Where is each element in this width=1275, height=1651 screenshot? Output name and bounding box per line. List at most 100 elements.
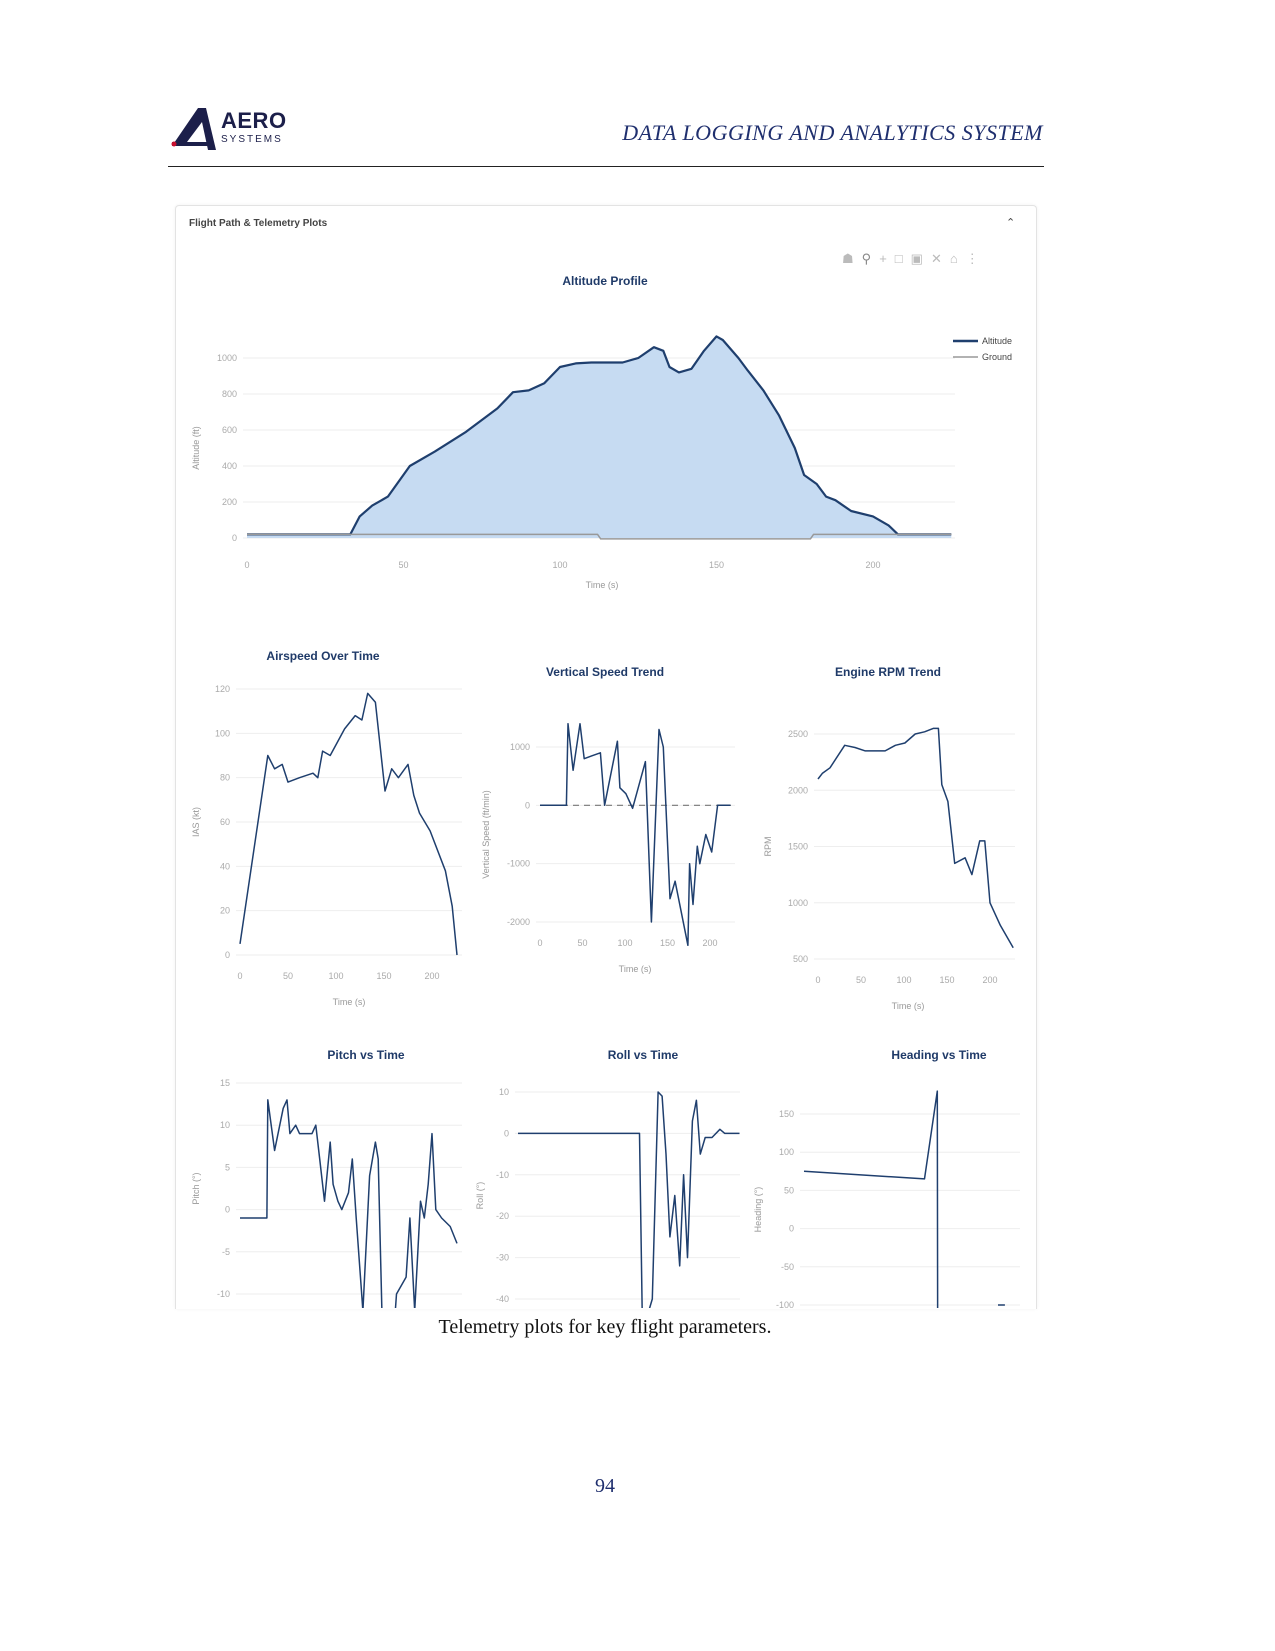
x-axis-label: Time (s) [586, 580, 619, 590]
x-tick-label: 50 [577, 938, 587, 948]
y-tick-label: -10 [217, 1289, 230, 1299]
zoom-in-icon[interactable]: □ [894, 251, 903, 266]
chart-0: Altitude Profile 0 200 400 600 800 1000 0 50 100 1… [191, 274, 1012, 590]
y-tick-label: -50 [781, 1262, 794, 1272]
x-tick-label: 0 [537, 938, 542, 948]
x-tick-label: 50 [398, 560, 408, 570]
y-tick-label: 5 [225, 1162, 230, 1172]
chart-title: Engine RPM Trend [835, 665, 941, 679]
y-tick-label: -5 [222, 1247, 230, 1257]
y-tick-label: -1000 [507, 859, 530, 869]
camera-icon[interactable]: ☗ [842, 251, 854, 266]
legend-label: Ground [982, 352, 1012, 362]
y-tick-label: 40 [220, 861, 230, 871]
legend-label: Altitude [982, 336, 1012, 346]
x-tick-label: 200 [424, 971, 439, 981]
x-axis-label: Time (s) [892, 1001, 925, 1011]
chart-6: Heading vs Time -100 -50 0 50 100 150 Heading (… [753, 1048, 1020, 1308]
y-tick-label: 200 [222, 497, 237, 507]
fullscreen-icon[interactable]: ⋮ [965, 251, 979, 266]
x-tick-label: 200 [982, 975, 997, 985]
x-tick-label: 150 [939, 975, 954, 985]
figure-caption: Telemetry plots for key flight parameter… [438, 1316, 772, 1338]
aero-systems-logo [171, 108, 216, 150]
x-tick-label: 100 [617, 938, 632, 948]
y-tick-label: 50 [784, 1185, 794, 1195]
y-tick-label: 120 [215, 684, 230, 694]
zoom-out-icon[interactable]: ▣ [910, 251, 923, 266]
y-axis-label: RPM [763, 837, 773, 857]
series-line [817, 727, 1014, 949]
y-tick-label: 500 [793, 954, 808, 964]
y-axis-label: Roll (°) [475, 1182, 485, 1210]
telemetry-panel [175, 205, 1037, 1309]
y-tick-label: 1000 [510, 742, 530, 752]
y-tick-label: 100 [215, 728, 230, 738]
x-tick-label: 150 [660, 938, 675, 948]
y-tick-label: 800 [222, 389, 237, 399]
home-icon[interactable]: ⌂ [949, 251, 958, 266]
chart-title: Vertical Speed Trend [546, 665, 664, 679]
page-number: 94 [595, 1475, 615, 1497]
y-tick-label: 10 [499, 1087, 509, 1097]
chart-1: Airspeed Over Time 0 20 40 60 80 100 120 0 50 100 1… [191, 649, 462, 1007]
y-tick-label: 0 [232, 533, 237, 543]
header-rule [168, 166, 1044, 167]
y-tick-label: 600 [222, 425, 237, 435]
x-tick-label: 0 [244, 560, 249, 570]
chart-title: Heading vs Time [891, 1048, 986, 1062]
y-tick-label: 0 [789, 1224, 794, 1234]
pan-icon[interactable]: + [879, 251, 887, 266]
x-tick-label: 150 [376, 971, 391, 981]
y-tick-label: -40 [496, 1294, 509, 1304]
chart-title: Altitude Profile [562, 274, 648, 288]
y-tick-label: 0 [525, 800, 530, 810]
document-title: DATA LOGGING AND ANALYTICS SYSTEM [622, 120, 1043, 145]
autoscale-icon[interactable]: ✕ [930, 251, 942, 266]
y-tick-label: 1500 [788, 842, 808, 852]
series-line [540, 722, 731, 947]
y-tick-label: -10 [496, 1170, 509, 1180]
x-axis-label: Time (s) [333, 997, 366, 1007]
y-tick-label: 0 [225, 1205, 230, 1215]
chevron-up-icon[interactable]: ⌃ [1006, 217, 1016, 229]
y-tick-label: 10 [220, 1120, 230, 1130]
y-tick-label: 1000 [788, 898, 808, 908]
zoom-icon[interactable]: ⚲ [861, 251, 872, 266]
ground-line [247, 533, 952, 540]
chart-title: Airspeed Over Time [266, 649, 379, 663]
y-axis-label: Altitude (ft) [191, 426, 201, 470]
y-axis-label: Pitch (°) [191, 1172, 201, 1204]
series-line [239, 692, 458, 956]
x-tick-label: 0 [237, 971, 242, 981]
y-axis-label: Vertical Speed (ft/min) [481, 790, 491, 879]
x-tick-label: 150 [709, 560, 724, 570]
series-line [240, 1099, 458, 1308]
x-tick-label: 100 [552, 560, 567, 570]
chart-3: Engine RPM Trend 500 1000 1500 2000 2500 0 50 10… [763, 665, 1015, 1011]
x-tick-label: 200 [702, 938, 717, 948]
altitude-line [247, 335, 952, 536]
x-tick-label: 200 [865, 560, 880, 570]
x-tick-label: 0 [815, 975, 820, 985]
panel-title: Flight Path & Telemetry Plots [189, 218, 328, 229]
y-tick-label: -30 [496, 1253, 509, 1263]
plot-modebar: ☗ ⚲ + □ ▣ ✕ ⌂ ⋮ [842, 251, 979, 267]
logo-text: AERO [221, 108, 287, 133]
y-tick-label: 15 [220, 1078, 230, 1088]
y-tick-label: 80 [220, 773, 230, 783]
y-tick-label: 100 [779, 1147, 794, 1157]
x-axis-label: Time (s) [619, 964, 652, 974]
y-tick-label: 2500 [788, 729, 808, 739]
x-tick-label: 100 [896, 975, 911, 985]
chart-4: Pitch vs Time -10 -5 0 5 10 15 Pitch (°) [191, 1048, 462, 1308]
y-tick-label: 150 [779, 1109, 794, 1119]
logo-subtext: SYSTEMS [221, 134, 283, 145]
y-tick-label: 2000 [788, 785, 808, 795]
x-tick-label: 50 [856, 975, 866, 985]
y-tick-label: 0 [504, 1128, 509, 1138]
y-tick-label: -2000 [507, 917, 530, 927]
series-line [518, 1091, 740, 1308]
y-tick-label: -100 [776, 1300, 794, 1308]
